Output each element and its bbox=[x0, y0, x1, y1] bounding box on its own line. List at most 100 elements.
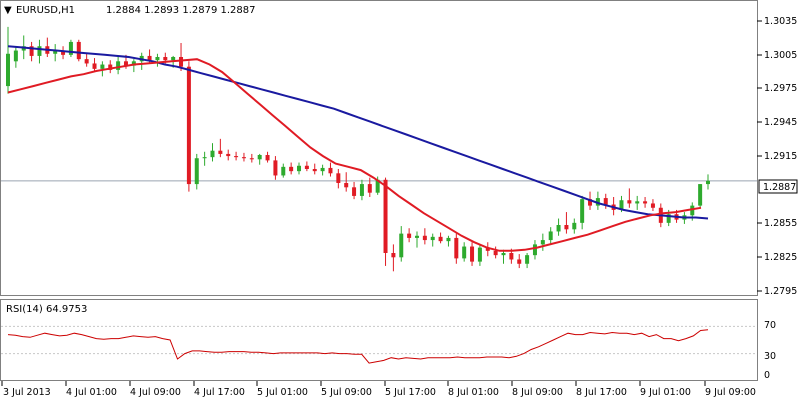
rsi-tick-label: 30 bbox=[764, 351, 776, 362]
time-label: 9 Jul 01:00 bbox=[640, 387, 691, 398]
candle-body bbox=[462, 246, 467, 259]
candle-body bbox=[297, 165, 302, 172]
candle-body bbox=[84, 59, 89, 64]
candle-body bbox=[100, 64, 105, 69]
candle-body bbox=[226, 153, 231, 157]
candle-body bbox=[186, 66, 191, 185]
candle-body bbox=[37, 46, 42, 56]
candle-body bbox=[344, 183, 349, 188]
price-tick-label: 1.2855 bbox=[764, 218, 797, 229]
candle-body bbox=[706, 180, 710, 185]
candle-body bbox=[289, 166, 294, 172]
candle-body bbox=[375, 179, 380, 193]
candle-body bbox=[407, 233, 412, 238]
candle-body bbox=[359, 184, 364, 196]
candle-body bbox=[556, 225, 561, 232]
time-label: 3 Jul 2013 bbox=[3, 387, 51, 398]
candle-body bbox=[241, 157, 246, 159]
candle-body bbox=[179, 57, 184, 67]
rsi-line bbox=[7, 329, 709, 364]
candle-body bbox=[532, 244, 537, 256]
moving-average-lines bbox=[7, 45, 709, 252]
candle-body bbox=[147, 55, 152, 61]
rsi-indicator-label: RSI(14) 64.9753 bbox=[6, 304, 87, 315]
candle-body bbox=[525, 255, 530, 264]
time-label: 9 Jul 09:00 bbox=[705, 387, 756, 398]
candle-body bbox=[422, 235, 427, 241]
candle-body bbox=[53, 50, 58, 54]
candle-body bbox=[509, 253, 514, 260]
candle-body bbox=[249, 158, 254, 160]
current-price-label: 1.2887 bbox=[763, 182, 796, 193]
candle-body bbox=[477, 247, 482, 262]
candlestick-series bbox=[6, 26, 710, 272]
candle-body bbox=[92, 63, 97, 69]
time-axis: 3 Jul 2013 4 Jul 01:00 4 Jul 09:00 4 Jul… bbox=[1, 381, 756, 398]
candle-body bbox=[391, 253, 396, 258]
price-axis: 1.3035 1.3005 1.2975 1.2945 1.2915 1.285… bbox=[757, 16, 797, 297]
candle-body bbox=[320, 167, 325, 172]
dropdown-arrow-icon[interactable]: ▼ bbox=[4, 5, 12, 16]
time-label: 8 Jul 09:00 bbox=[512, 387, 563, 398]
candle-body bbox=[690, 205, 695, 216]
candle-body bbox=[666, 214, 671, 223]
price-tick-label: 1.3035 bbox=[764, 16, 797, 27]
candle-body bbox=[485, 247, 490, 251]
candle-body bbox=[493, 250, 498, 256]
candle-body bbox=[564, 225, 569, 230]
candle-body bbox=[257, 155, 262, 160]
candle-body bbox=[430, 236, 435, 241]
candle-body bbox=[265, 155, 270, 161]
candle-body bbox=[312, 169, 317, 172]
candle-body bbox=[635, 201, 640, 204]
current-price-tag bbox=[758, 179, 798, 194]
candle-body bbox=[304, 165, 309, 169]
candle-body bbox=[540, 240, 545, 245]
candle-body bbox=[171, 57, 176, 61]
candle-body bbox=[13, 50, 18, 62]
price-tick-label: 1.3005 bbox=[764, 50, 797, 61]
candle-body bbox=[698, 184, 703, 206]
candle-body bbox=[131, 61, 136, 66]
candle-body bbox=[328, 167, 333, 174]
candle-body bbox=[336, 173, 341, 183]
symbol-timeframe: EURUSD,H1 bbox=[16, 5, 75, 16]
price-tick-label: 1.2795 bbox=[764, 286, 797, 297]
price-tick-label: 1.2915 bbox=[764, 151, 797, 162]
candle-body bbox=[643, 201, 648, 204]
time-label: 8 Jul 01:00 bbox=[448, 387, 499, 398]
candle-body bbox=[61, 50, 66, 55]
price-tick-label: 1.2825 bbox=[764, 252, 797, 263]
candle-body bbox=[202, 157, 207, 159]
candle-body bbox=[383, 179, 388, 253]
candle-body bbox=[29, 46, 34, 56]
candle-body bbox=[116, 61, 121, 70]
candle-body bbox=[352, 187, 357, 196]
price-tick-label: 1.2945 bbox=[764, 117, 797, 128]
candle-body bbox=[572, 222, 577, 230]
candle-body bbox=[414, 235, 419, 238]
candle-body bbox=[588, 199, 593, 206]
time-label: 4 Jul 01:00 bbox=[66, 387, 117, 398]
main-panel-frame bbox=[0, 0, 758, 296]
ma-red-line bbox=[7, 58, 702, 252]
candle-body bbox=[603, 198, 608, 205]
time-label: 5 Jul 17:00 bbox=[385, 387, 436, 398]
candle-body bbox=[6, 53, 10, 87]
candle-body bbox=[438, 236, 443, 242]
time-label: 5 Jul 09:00 bbox=[321, 387, 372, 398]
candle-body bbox=[108, 64, 113, 70]
ma-blue-line bbox=[7, 45, 709, 220]
candle-body bbox=[650, 203, 655, 208]
time-label: 5 Jul 01:00 bbox=[257, 387, 308, 398]
rsi-tick-label: 70 bbox=[764, 320, 776, 331]
price-tick-label: 1.2975 bbox=[764, 83, 797, 94]
candle-body bbox=[155, 57, 160, 61]
time-label: 8 Jul 17:00 bbox=[576, 387, 627, 398]
rsi-panel-frame bbox=[0, 299, 758, 381]
candle-body bbox=[399, 233, 404, 258]
time-label: 4 Jul 17:00 bbox=[194, 387, 245, 398]
candle-body bbox=[446, 237, 451, 242]
